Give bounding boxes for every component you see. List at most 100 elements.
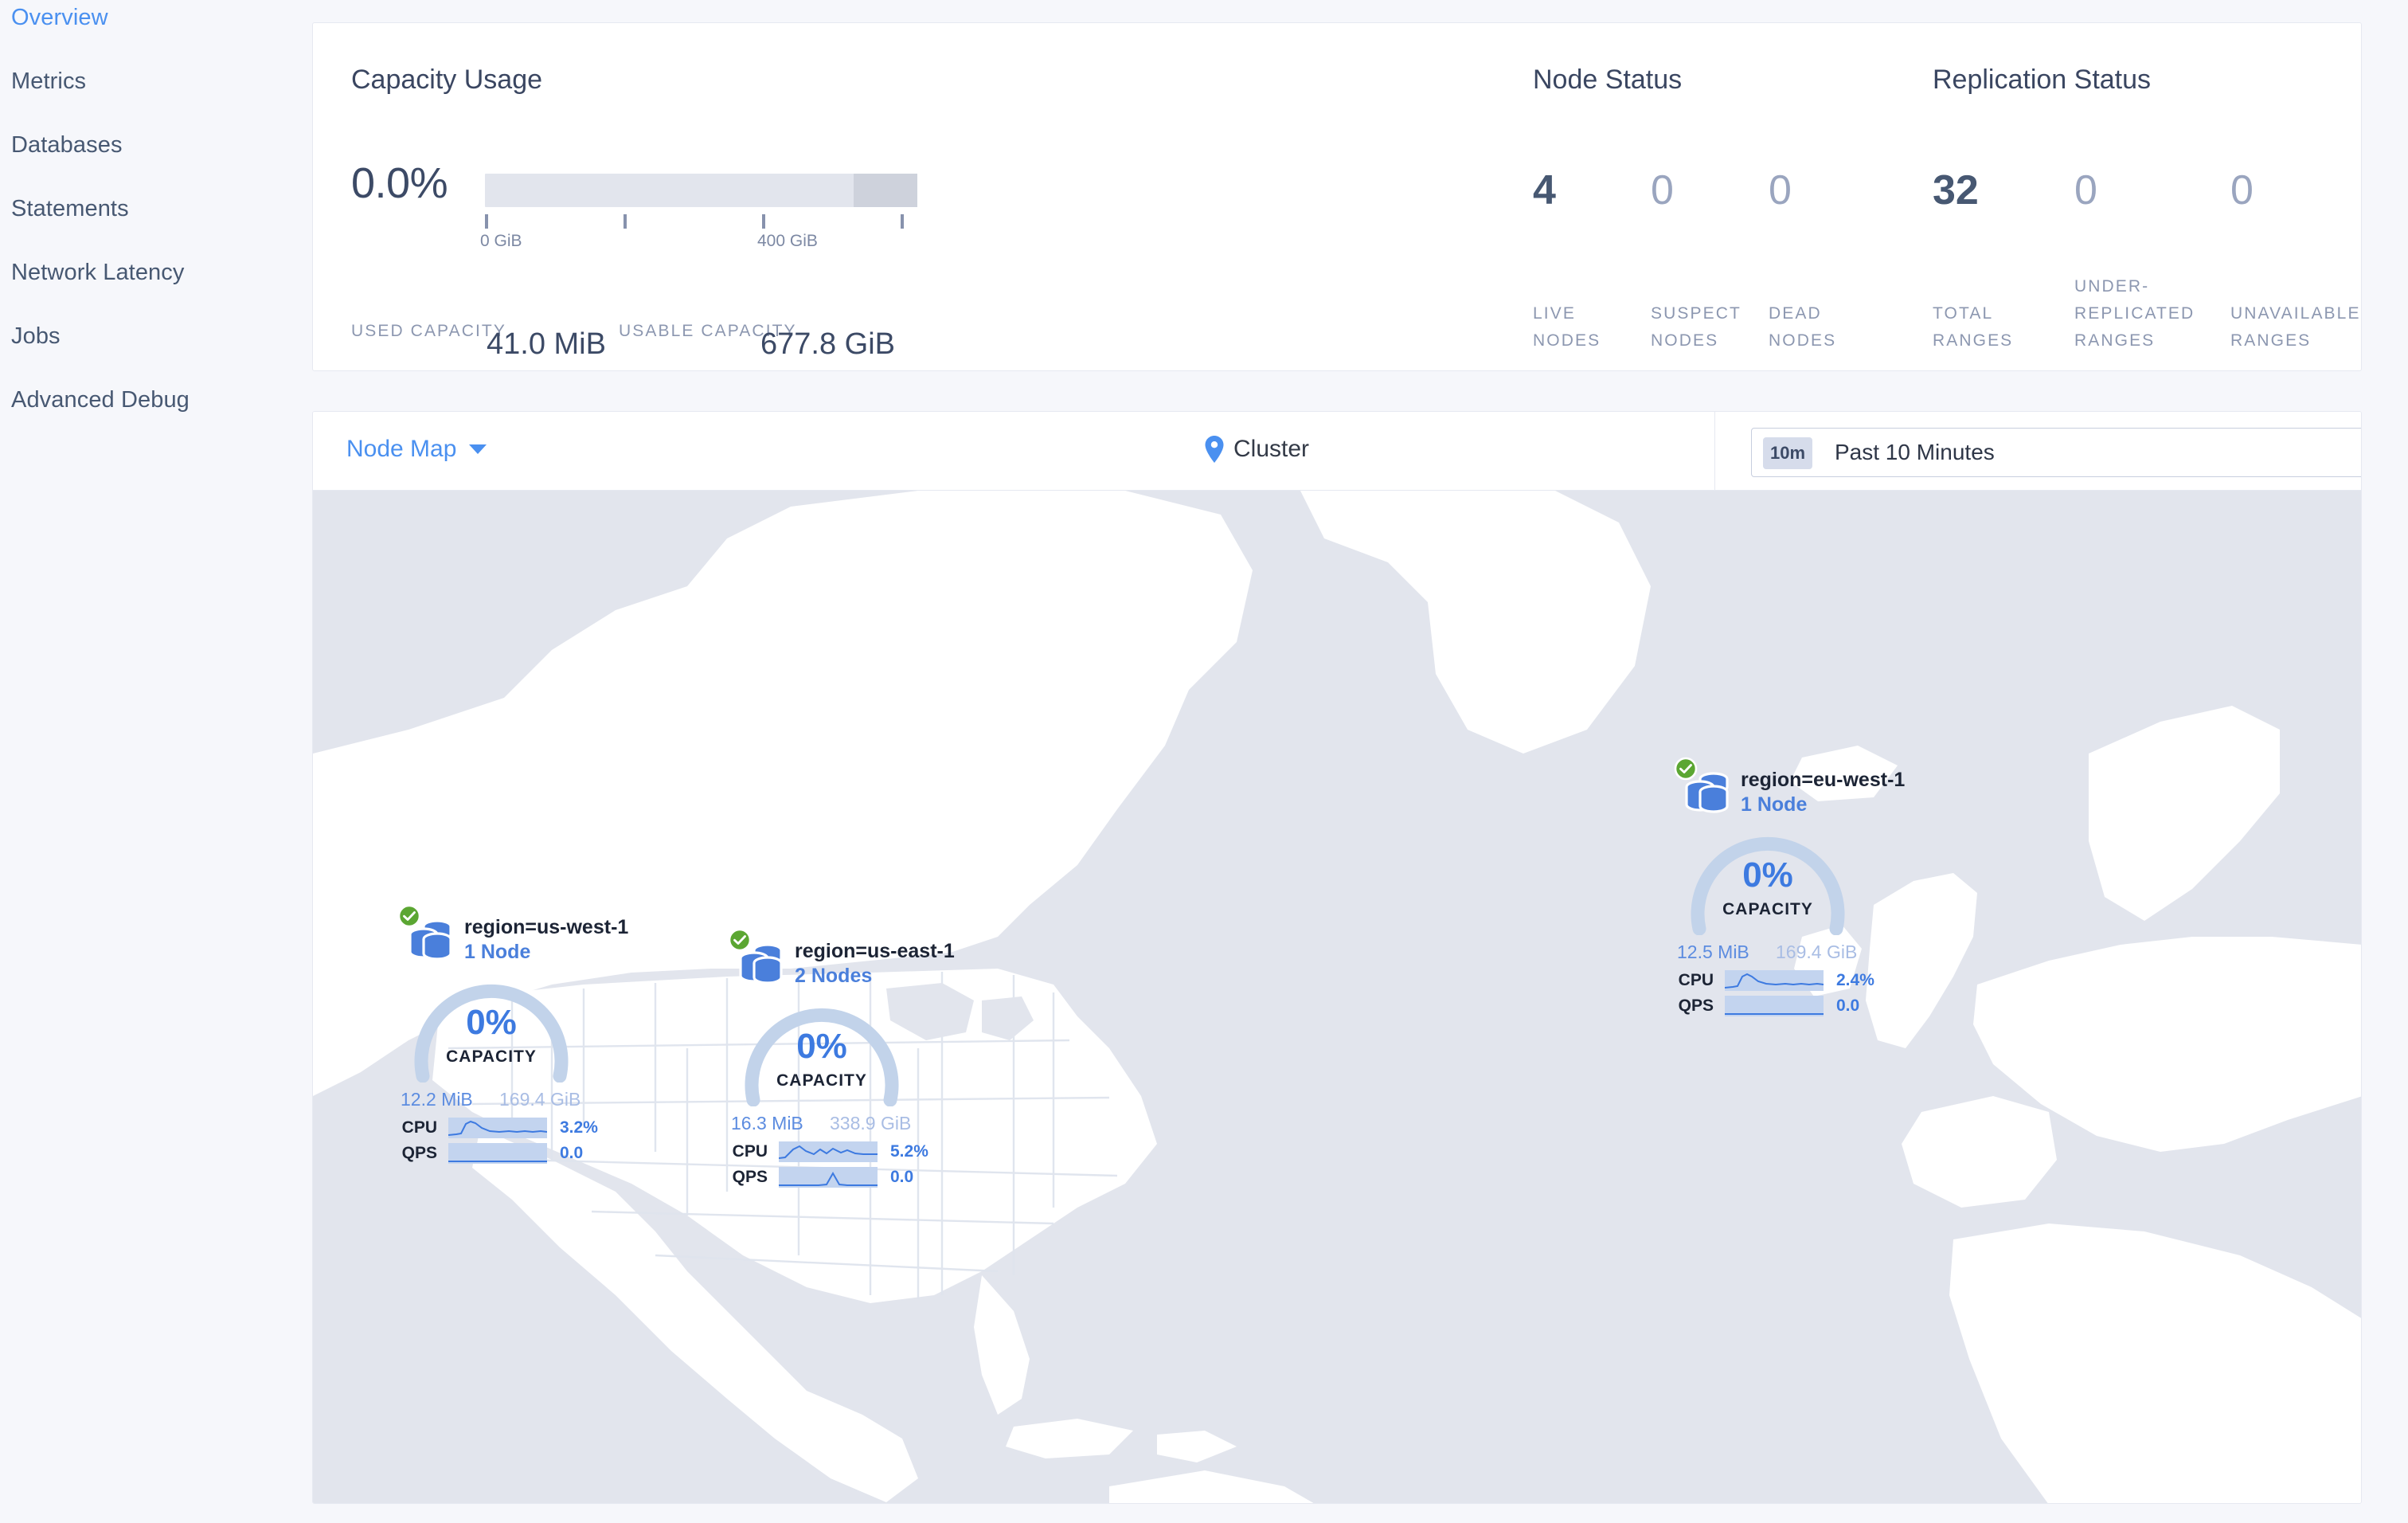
map-pin-icon (1205, 436, 1224, 463)
capacity-gauge-label: CAPACITY (1722, 900, 1813, 918)
node-map-view-label: Node Map (346, 436, 457, 462)
node-metric-value: 0.0 (890, 1168, 914, 1186)
node-count-label: 2 Nodes (795, 965, 873, 987)
stat-value: 0 (1769, 167, 1792, 213)
node-metric-row: CPU 5.2% (726, 1141, 928, 1162)
node-metric-sparkline (1725, 996, 1824, 1016)
stat-label: TOTAL RANGES (1933, 304, 2014, 350)
node-metric-sparkline (448, 1118, 547, 1138)
node-metric-sparkline (1725, 970, 1824, 991)
node-metric-name: CPU (401, 1118, 437, 1137)
node-metric-value: 3.2% (560, 1118, 598, 1137)
node-used-capacity: 12.5 MiB (1677, 942, 1749, 962)
sidebar-item-statements[interactable]: Statements (11, 196, 129, 221)
node-map-view-selector[interactable]: Node Map (346, 436, 487, 463)
node-metric-name: CPU (732, 1142, 768, 1161)
capacity-bar-tick-label: 400 GiB (757, 232, 818, 250)
stat-value: 0 (2230, 167, 2254, 213)
node-metric-value: 2.4% (1836, 971, 1874, 989)
capacity-gauge-percent: 0% (796, 1027, 847, 1066)
stat-label: LIVE NODES (1533, 304, 1601, 350)
stat-value: 32 (1933, 167, 1979, 213)
node-metric-name: CPU (1678, 971, 1714, 989)
node-used-capacity: 12.2 MiB (401, 1089, 473, 1110)
capacity-bar-remainder (854, 174, 917, 207)
usable-capacity-label: USABLE CAPACITY (619, 322, 797, 340)
sidebar-navigation: Overview Metrics Databases Statements Networ… (0, 0, 312, 1523)
sidebar-item-network-latency[interactable]: Network Latency (11, 260, 185, 285)
capacity-bar-tick (901, 214, 904, 229)
node-metric-value: 0.0 (560, 1144, 584, 1162)
capacity-usage-panel: Capacity Usage 0.0% 0 GiB 400 GiB USED CA… (313, 23, 1197, 372)
stat-value: 0 (2074, 167, 2097, 213)
breadcrumb-cluster[interactable]: Cluster (1205, 436, 1309, 463)
node-metric-sparkline (779, 1141, 878, 1162)
node-marker-us-east-1[interactable]: region=us-east-1 2 Nodes 0% CAPACITY 16.3 Mi… (728, 928, 994, 1204)
capacity-usage-title: Capacity Usage (351, 65, 543, 95)
usable-capacity-value: 677.8 GiB (760, 327, 895, 361)
capacity-gauge-percent: 0% (466, 1003, 517, 1042)
node-map-canvas[interactable]: region=us-west-1 1 Node 0% CAPACITY 12.2 MiB… (313, 491, 2361, 1503)
stat-value: 4 (1533, 167, 1556, 213)
sidebar-item-metrics[interactable]: Metrics (11, 69, 87, 94)
stat-label: SUSPECT NODES (1651, 304, 1742, 350)
time-range-value: Past 10 Minutes (1835, 440, 1995, 464)
capacity-percent-value: 0.0% (351, 159, 448, 207)
node-total-capacity: 169.4 GiB (499, 1089, 581, 1110)
node-metric-name: QPS (1678, 996, 1714, 1015)
node-metric-name: QPS (401, 1144, 437, 1162)
node-metric-row: QPS 0.0 (1672, 996, 1859, 1016)
time-range-badge: 10m (1763, 437, 1812, 469)
node-metric-row: QPS 0.0 (726, 1167, 913, 1188)
healthy-check-icon (397, 904, 421, 928)
node-metric-row: CPU 2.4% (1672, 970, 1874, 991)
node-metric-value: 0.0 (1836, 996, 1860, 1015)
database-stack-icon (1674, 757, 1736, 814)
stat-value: 0 (1651, 167, 1674, 213)
capacity-gauge: 0% CAPACITY (405, 974, 577, 1083)
node-count-label: 1 Node (464, 941, 531, 963)
capacity-bar-tick-label: 0 GiB (480, 232, 522, 250)
node-metric-sparkline (779, 1167, 878, 1188)
capacity-bar-tick (624, 214, 627, 229)
node-metric-row: CPU 3.2% (396, 1118, 598, 1138)
sidebar-item-jobs[interactable]: Jobs (11, 323, 61, 349)
capacity-bar-tick (485, 214, 488, 229)
replication-status-panel: Replication Status 32 TOTAL RANGES 0 UNDER-… (1770, 23, 2363, 372)
world-map-graphic (313, 491, 2361, 1503)
time-range-select[interactable]: 10m Past 10 Minutes (1751, 428, 2361, 477)
sidebar-item-overview[interactable]: Overview (11, 5, 108, 30)
healthy-check-icon (728, 928, 752, 952)
breadcrumb-cluster-label: Cluster (1233, 436, 1310, 462)
stat-label: DEAD NODES (1769, 304, 1837, 350)
node-total-capacity: 338.9 GiB (830, 1113, 912, 1133)
node-marker-eu-west-1[interactable]: region=eu-west-1 1 Node 0% CAPACITY 12.5 MiB… (1674, 757, 1940, 1032)
capacity-bar-tick (762, 214, 765, 229)
replication-status-title: Replication Status (1933, 65, 2152, 95)
node-total-capacity: 169.4 GiB (1776, 942, 1858, 962)
capacity-gauge-label: CAPACITY (776, 1071, 867, 1090)
node-count-label: 1 Node (1741, 793, 1808, 816)
sidebar-item-advanced-debug[interactable]: Advanced Debug (11, 387, 190, 413)
capacity-gauge-percent: 0% (1742, 855, 1793, 895)
chevron-down-icon (469, 444, 487, 454)
node-status-title: Node Status (1533, 65, 1683, 95)
cluster-summary-card: Capacity Usage 0.0% 0 GiB 400 GiB USED CA… (312, 22, 2362, 371)
capacity-gauge-label: CAPACITY (446, 1047, 537, 1066)
used-capacity-value: 41.0 MiB (487, 327, 606, 361)
database-stack-icon (397, 904, 459, 961)
capacity-gauge: 0% CAPACITY (736, 998, 908, 1107)
node-region-label: region=us-west-1 (464, 916, 629, 938)
sidebar-item-databases[interactable]: Databases (11, 132, 123, 158)
used-capacity-label: USED CAPACITY (351, 322, 506, 340)
node-used-capacity: 16.3 MiB (731, 1113, 803, 1133)
capacity-gauge: 0% CAPACITY (1682, 827, 1854, 936)
node-region-label: region=us-east-1 (795, 940, 955, 962)
node-metric-row: QPS 0.0 (396, 1143, 583, 1164)
node-marker-us-west-1[interactable]: region=us-west-1 1 Node 0% CAPACITY 12.2 MiB… (397, 904, 663, 1180)
toolbar-divider (1714, 412, 1715, 491)
node-map-card: Node Map Cluster 10m Past 10 Minutes (312, 411, 2362, 1504)
node-metric-value: 5.2% (890, 1142, 928, 1161)
stat-label: UNDER- REPLICATED RANGES (2074, 277, 2195, 350)
